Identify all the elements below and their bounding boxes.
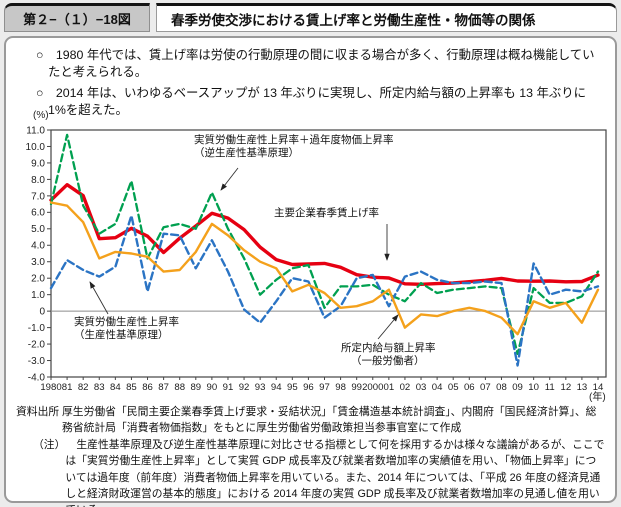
annotation-productivity-line1: 実質労働生産性上昇率	[74, 316, 179, 328]
plot-border	[50, 129, 607, 378]
chart-area: 11.0 10.0 9.0 8.0 7.0 6.0 5.0 4.0 3.0 2.0 1.0 0 -1.0…	[11, 110, 621, 404]
x-tick-label: 91	[223, 382, 234, 393]
x-tick-label: 89	[190, 382, 201, 393]
x-tick-label: 93	[255, 382, 266, 393]
x-tick-label: 86	[142, 382, 153, 393]
note-row: （注） 生産性基準原理及び逆生産性基準原理に対比させる指標として何を採用するかは…	[16, 437, 605, 507]
x-tick-label: 85	[126, 382, 137, 393]
y-tick-label: 0	[39, 307, 45, 318]
x-tick-label: 95	[287, 382, 298, 393]
x-axis-unit-label: (年)	[589, 392, 606, 403]
x-tick-label: 14	[593, 382, 604, 393]
summary-bullets: ○ 1980 年代では、賃上げ率は労使の行動原理の間に収まる場合が多く、行動原理…	[6, 38, 615, 119]
x-tick-label: 01	[384, 382, 395, 393]
arrow-inverse-productivity	[220, 167, 239, 191]
x-tick-label: 90	[207, 382, 218, 393]
y-tick-label: 8.0	[31, 175, 45, 186]
x-tick-label: 81	[62, 382, 73, 393]
y-axis-unit-label: (%)	[33, 110, 49, 121]
y-tick-label: 6.0	[31, 208, 45, 219]
x-tick-label: 09	[512, 382, 523, 393]
x-tick-label: 10	[528, 382, 539, 393]
annotation-shunto-wage: 主要企業春季賃上げ率	[274, 207, 379, 220]
footnotes: 資料出所 厚生労働省「民間主要企業春季賃上げ要求・妥結状況」「賃金構造基本統計調…	[6, 404, 615, 507]
annotation-inverse-productivity-line2: （逆生産性基準原理）	[194, 147, 299, 160]
summary-bullet-2: ○ 2014 年は、いわゆるベースアップが 13 年ぶりに実現し、所定内給与額の…	[36, 85, 587, 118]
y-tick-label: 2.0	[31, 274, 45, 285]
y-tick-label: -3.0	[28, 356, 46, 367]
figure-number-text: 第２−（１）−18図	[23, 12, 131, 27]
y-tick-label: 3.0	[31, 257, 45, 268]
y-tick-label: 10.0	[26, 142, 46, 153]
x-tick-label: 06	[464, 382, 475, 393]
x-tick-label: 82	[78, 382, 89, 393]
x-tick-label: 92	[239, 382, 250, 393]
y-tick-label: -4.0	[28, 372, 46, 383]
x-tick-label: 97	[319, 382, 330, 393]
note-text: 生産性基準原理及び逆生産性基準原理に対比させる指標として何を採用するかは様々な議…	[65, 438, 605, 507]
note-label: （注）	[33, 438, 66, 451]
y-tick-label: 1.0	[31, 290, 45, 301]
figure-body: ○ 1980 年代では、賃上げ率は労使の行動原理の間に収まる場合が多く、行動原理…	[4, 36, 617, 507]
annotation-scheduled-salary-line2: （一般労働者）	[351, 355, 425, 368]
x-tick-label: 02	[400, 382, 411, 393]
x-tick-label: 2000	[362, 382, 383, 393]
arrow-scheduled-salary	[377, 314, 399, 340]
x-tick-label: 07	[480, 382, 491, 393]
summary-bullet-1: ○ 1980 年代では、賃上げ率は労使の行動原理の間に収まる場合が多く、行動原理…	[36, 48, 595, 80]
y-tick-label: 9.0	[31, 158, 45, 169]
x-tick-label: 12	[560, 382, 571, 393]
x-tick-label: 03	[416, 382, 427, 393]
source-text: 厚生労働省「民間主要企業春季賃上げ要求・妥結状況」「賃金構造基本統計調査」、内閣…	[62, 406, 597, 435]
x-tick-label: 94	[271, 382, 282, 393]
figure-number-label: 第２−（１）−18図	[4, 3, 150, 32]
annotation-scheduled-salary: 所定内給与額上昇率 （一般労働者）	[341, 342, 436, 368]
figure-title-text: 春季労使交渉における賃上げ率と労働生産性・物価等の関係	[171, 12, 536, 28]
annotation-inverse-productivity-line1: 実質労働生産性上昇率＋過年度物価上昇率	[194, 134, 394, 146]
source-row: 資料出所 厚生労働省「民間主要企業春季賃上げ要求・妥結状況」「賃金構造基本統計調…	[16, 404, 605, 437]
figure-title-bar: 春季労使交渉における賃上げ率と労働生産性・物価等の関係	[156, 3, 617, 32]
x-tick-label: 88	[174, 382, 185, 393]
y-tick-label: 11.0	[26, 125, 45, 136]
x-tick-label: 96	[303, 382, 314, 393]
y-tick-label: -2.0	[28, 339, 46, 350]
x-tick-label: 04	[432, 382, 443, 393]
x-tick-label: 98	[335, 382, 346, 393]
y-tick-label: -1.0	[28, 323, 46, 334]
x-tick-label: 05	[448, 382, 459, 393]
series-line-scheduled-salary-increase	[49, 201, 600, 336]
x-tick-label: 99	[351, 382, 362, 393]
annotation-inverse-productivity: 実質労働生産性上昇率＋過年度物価上昇率 （逆生産性基準原理）	[194, 134, 394, 160]
x-tick-label: 13	[577, 382, 588, 393]
source-label: 資料出所	[16, 406, 60, 418]
x-tick-label: 83	[94, 382, 105, 393]
y-tick-label: 7.0	[31, 191, 45, 202]
y-tick-label: 5.0	[31, 224, 45, 235]
arrow-productivity	[89, 281, 109, 315]
series-line-productivity-principle	[49, 214, 600, 367]
x-tick-label: 1980	[40, 382, 61, 393]
x-tick-label: 87	[158, 382, 169, 393]
annotation-shunto-wage-line1: 主要企業春季賃上げ率	[274, 207, 379, 219]
annotation-productivity: 実質労働生産性上昇率 （生産性基準原理）	[74, 316, 179, 342]
annotation-productivity-line2: （生産性基準原理）	[74, 329, 169, 342]
annotation-scheduled-salary-line1: 所定内給与額上昇率	[341, 342, 436, 354]
series-line-shunto-wage-rate	[49, 182, 600, 287]
x-tick-label: 11	[545, 382, 555, 393]
x-tick-label: 08	[496, 382, 507, 393]
x-tick-label: 84	[110, 382, 121, 393]
y-tick-label: 4.0	[31, 241, 45, 252]
line-chart: 11.0 10.0 9.0 8.0 7.0 6.0 5.0 4.0 3.0 2.0 1.0 0 -1.0…	[26, 125, 607, 393]
